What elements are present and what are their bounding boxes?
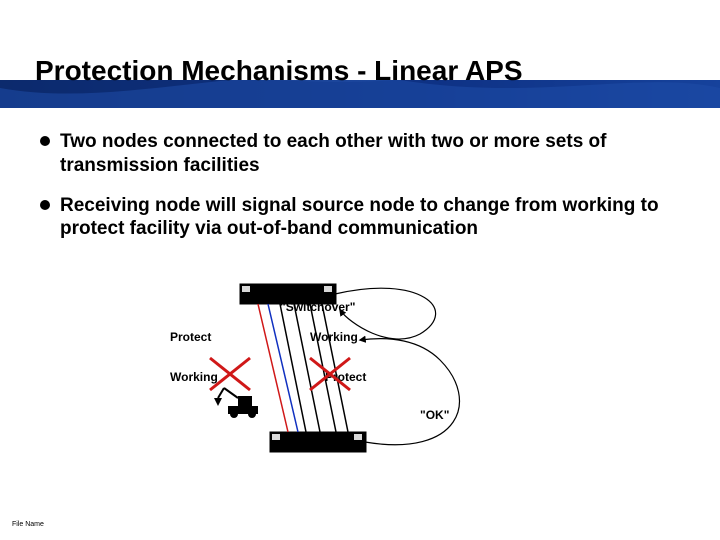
bullet-dot-icon bbox=[40, 200, 50, 210]
node-bottom bbox=[270, 432, 366, 452]
bullet-item: Two nodes connected to each other with t… bbox=[40, 130, 680, 178]
slide-title: Protection Mechanisms - Linear APS bbox=[35, 55, 523, 87]
aps-diagram bbox=[160, 280, 560, 480]
bullet-text: Two nodes connected to each other with t… bbox=[60, 130, 680, 178]
bullet-text: Receiving node will signal source node t… bbox=[60, 194, 680, 242]
bullet-dot-icon bbox=[40, 136, 50, 146]
footer-filename: File Name bbox=[12, 521, 44, 528]
node-top bbox=[240, 284, 336, 304]
bullet-list: Two nodes connected to each other with t… bbox=[40, 130, 680, 257]
cross-left-icon bbox=[210, 358, 250, 390]
digger-icon bbox=[214, 388, 258, 418]
cross-right-icon bbox=[310, 358, 350, 390]
bullet-item: Receiving node will signal source node t… bbox=[40, 194, 680, 242]
